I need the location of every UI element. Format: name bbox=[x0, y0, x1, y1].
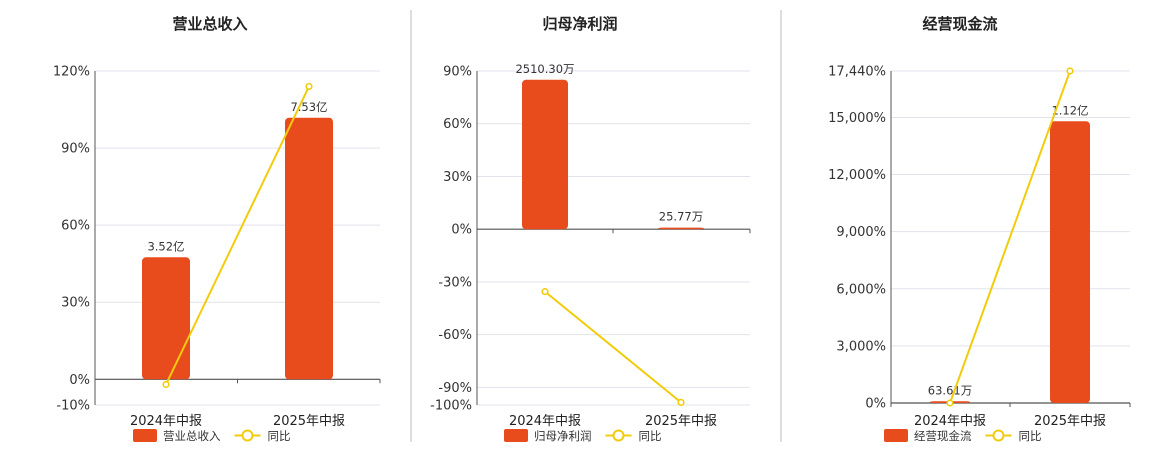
bar bbox=[285, 117, 333, 380]
bar-data-label: 2510.30万 bbox=[515, 62, 574, 76]
bar-data-label: 63.61万 bbox=[928, 383, 972, 397]
bar-data-label: 1.12亿 bbox=[1051, 103, 1088, 117]
y-tick-label: 9,000% bbox=[836, 225, 886, 240]
legend-bar-label: 经营现金流 bbox=[914, 429, 972, 443]
yoy-line bbox=[165, 85, 310, 385]
x-category-label: 2024年中报 bbox=[509, 414, 581, 429]
x-category-label: 2024年中报 bbox=[914, 414, 986, 429]
y-tick-label: 90% bbox=[443, 65, 472, 80]
chart-panel-1: 归母净利润 -100% -90% -60% -30% 0% 30% 60% 90% 2510.30… bbox=[430, 15, 751, 443]
yoy-line bbox=[544, 290, 682, 404]
legend-line-label: 同比 bbox=[1019, 429, 1042, 443]
y-tick-label: 60% bbox=[443, 117, 472, 132]
yoy-point bbox=[677, 398, 685, 406]
legend-line-label: 同比 bbox=[268, 429, 291, 443]
x-category-label: 2025年中报 bbox=[1034, 414, 1106, 429]
y-tick-label: 3,000% bbox=[836, 339, 886, 354]
legend-bar-label: 归母净利润 bbox=[534, 429, 592, 443]
y-tick-label: 12,000% bbox=[828, 168, 886, 183]
y-tick-label: 30% bbox=[443, 170, 472, 185]
y-tick-label: 90% bbox=[61, 142, 90, 157]
bar bbox=[658, 227, 704, 230]
y-tick-label: -90% bbox=[438, 381, 472, 396]
bar-data-label: 3.52亿 bbox=[147, 239, 184, 253]
chart-title: 归母净利润 bbox=[542, 15, 617, 33]
y-tick-label: -100% bbox=[430, 399, 472, 414]
y-tick-label: 30% bbox=[61, 296, 90, 311]
legend-bar-swatch bbox=[133, 429, 157, 442]
y-tick-label: 0% bbox=[69, 373, 90, 388]
chart-title: 营业总收入 bbox=[172, 15, 247, 33]
y-tick-label: 6,000% bbox=[836, 282, 886, 297]
legend-line-marker bbox=[612, 429, 625, 442]
chart-panel-2: 经营现金流 0% 3,000% 6,000% 9,000% 12,000% 15,000% 1… bbox=[828, 15, 1131, 443]
yoy-point bbox=[305, 82, 313, 91]
yoy-point bbox=[946, 399, 954, 407]
x-category-label: 2025年中报 bbox=[273, 414, 345, 429]
legend-line-label: 同比 bbox=[639, 429, 662, 443]
bar-data-label: 25.77万 bbox=[659, 210, 703, 224]
legend-line-marker bbox=[241, 429, 254, 442]
y-tick-label: 0% bbox=[865, 397, 886, 412]
y-tick-label: -60% bbox=[438, 328, 472, 343]
chart-panel-0: 营业总收入 -10% 0% 30% 60% 90% 120% 3.52亿 7.53亿 2024年中… bbox=[53, 15, 381, 443]
yoy-point bbox=[541, 288, 549, 296]
y-tick-label: 0% bbox=[451, 223, 472, 238]
chart-title: 经营现金流 bbox=[922, 15, 997, 33]
y-tick-label: -30% bbox=[438, 275, 472, 290]
bar bbox=[142, 257, 190, 380]
x-category-label: 2024年中报 bbox=[130, 414, 202, 429]
bar bbox=[522, 79, 568, 230]
y-tick-label: 60% bbox=[61, 219, 90, 234]
bar bbox=[1050, 121, 1090, 403]
y-tick-label: -10% bbox=[56, 399, 90, 414]
y-tick-label: 17,440% bbox=[828, 65, 886, 80]
x-category-label: 2025年中报 bbox=[645, 414, 717, 429]
bar-data-label: 7.53亿 bbox=[290, 100, 327, 114]
legend-bar-swatch bbox=[504, 429, 528, 442]
yoy-point bbox=[162, 380, 170, 389]
legend-line-marker bbox=[992, 429, 1005, 442]
legend-bar-swatch bbox=[884, 429, 908, 442]
y-tick-label: 15,000% bbox=[828, 111, 886, 126]
yoy-point bbox=[1066, 67, 1074, 75]
yoy-line bbox=[949, 70, 1071, 404]
y-tick-label: 120% bbox=[53, 65, 90, 80]
legend-bar-label: 营业总收入 bbox=[163, 429, 221, 443]
